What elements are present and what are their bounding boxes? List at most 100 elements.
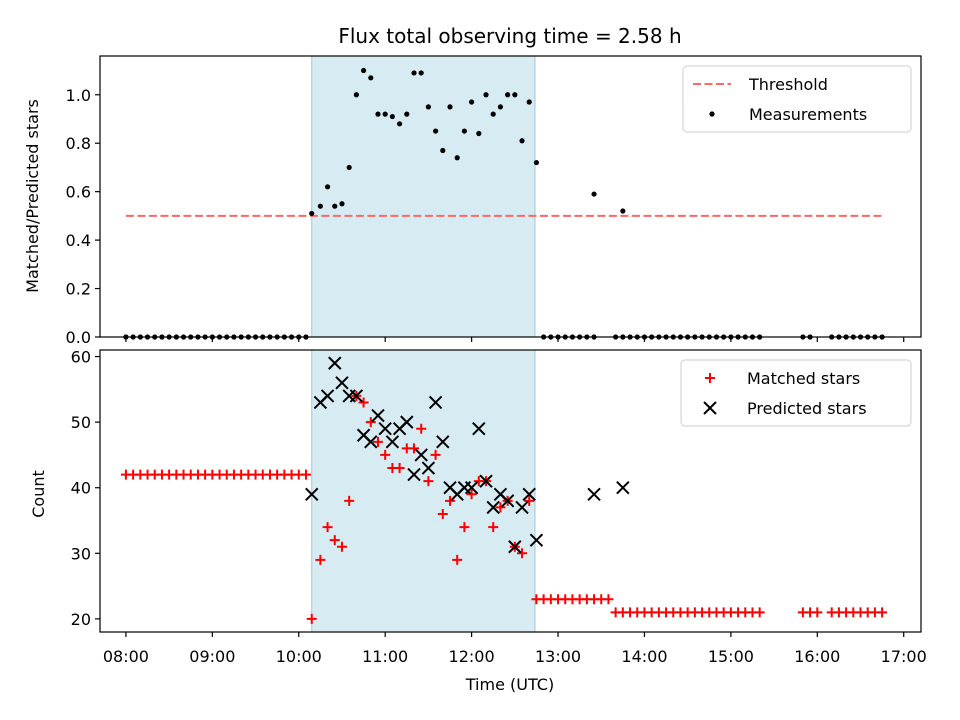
y-tick-label: 40 [71,479,91,498]
data-point-predicted [486,500,500,515]
data-point-matched [300,469,311,480]
data-point-matched [394,463,405,474]
chart-title: Flux total observing time = 2.58 h [338,24,681,48]
data-point-predicted [479,474,493,488]
data-point-measurement [346,164,352,171]
data-point-matched [336,541,347,552]
x-tick-label: 12:00 [449,647,495,666]
data-point-matched [416,423,427,434]
data-point-predicted [529,533,544,547]
data-point-measurement [490,111,496,117]
data-point-predicted [500,494,515,508]
data-point-matched [344,495,355,506]
x-tick-label: 10:00 [276,647,322,666]
data-point-matched [495,502,506,513]
panel-top: 0.0 0.2 0.4 0.6 0.8 1.0 Threshold Measurements [66,55,922,347]
data-point-matched [812,607,823,618]
data-point-measurement [425,104,431,110]
data-point-measurement [309,210,315,217]
data-point-matched [306,613,317,624]
x-tick-label: 08:00 [103,647,149,666]
legend-predicted-swatch [703,401,717,415]
data-point-measurement [418,70,424,76]
y-tick-label: 50 [71,413,91,432]
data-point-matched [423,476,434,487]
data-point-predicted [414,448,428,462]
data-point-matched [372,436,383,447]
data-point-measurement [396,121,403,127]
x-tick-label: 09:00 [189,647,235,666]
legend-box [682,65,912,133]
data-point-matched [754,607,765,618]
y-tick-label: 0.4 [66,231,91,250]
x-tick-label: 13:00 [535,647,581,666]
data-point-matched [877,607,888,618]
data-point-measurement [526,99,532,105]
data-point-predicted [364,435,378,449]
x-tick-label: 17:00 [881,647,927,666]
data-point-matched [517,548,528,559]
data-point-predicted [371,408,385,423]
axes-frame [99,55,922,338]
data-point-matched [524,495,535,506]
data-point-predicted [472,421,486,436]
data-point-measurement [389,113,395,120]
data-point-matched [380,449,391,460]
x-tick-label: 11:00 [362,647,408,666]
data-point-measurement [497,104,504,110]
data-point-matched [603,594,614,605]
data-point-matched [322,522,333,533]
y-tick-label: 0.2 [66,280,91,299]
legend-threshold-label: Threshold [748,75,828,94]
data-point-measurement [447,104,453,110]
axes-frame [99,349,922,633]
data-point-predicted [407,467,421,482]
data-point-measurement [382,111,388,117]
data-point-measurement [360,67,367,74]
series-matched-stars [120,390,888,624]
data-point-predicted [464,481,479,495]
data-point-predicted [385,435,400,449]
data-point-measurement [620,208,626,214]
data-point-predicted [349,389,364,403]
data-point-measurement [533,159,540,166]
y-tick-label: 1.0 [66,86,91,105]
data-point-measurement [505,92,511,98]
legend-label: Matched stars [747,369,860,388]
data-point-matched [430,449,441,460]
data-point-measurement [339,201,345,207]
data-point-measurement [332,203,338,209]
data-point-predicted [328,356,342,370]
data-point-matched [315,554,326,565]
y-tick-label: 30 [71,544,91,563]
data-point-predicted [436,435,450,449]
data-point-matched [365,417,376,428]
data-point-measurement [317,203,323,209]
y-tick-label: 60 [71,348,91,367]
data-point-matched [437,508,448,519]
data-point-matched [488,522,499,533]
data-point-measurement [591,191,597,197]
x-tick-label: 16:00 [794,647,840,666]
data-point-measurement [461,128,468,134]
data-point-predicted [522,487,536,501]
y-axis-label-bottom: Count [29,470,48,518]
data-point-predicted [335,376,349,390]
x-tick-label: 14:00 [621,647,667,666]
data-point-matched [358,397,369,408]
y-tick-label: 0.0 [66,328,91,347]
data-point-measurement [353,92,359,98]
legend-label: Predicted stars [747,399,867,418]
data-point-measurement [454,155,460,161]
data-point-measurement [519,138,525,144]
data-point-predicted [587,487,601,501]
legend-measurement-swatch [709,111,715,117]
data-point-predicted [320,389,335,403]
y-axis-label-top: Matched/Predicted stars [23,99,42,293]
x-tick-label: 15:00 [708,647,754,666]
data-point-measurement [433,128,439,134]
legend-label: Measurements [749,105,867,124]
data-point-measurement [324,184,331,190]
data-point-measurement [440,147,446,154]
